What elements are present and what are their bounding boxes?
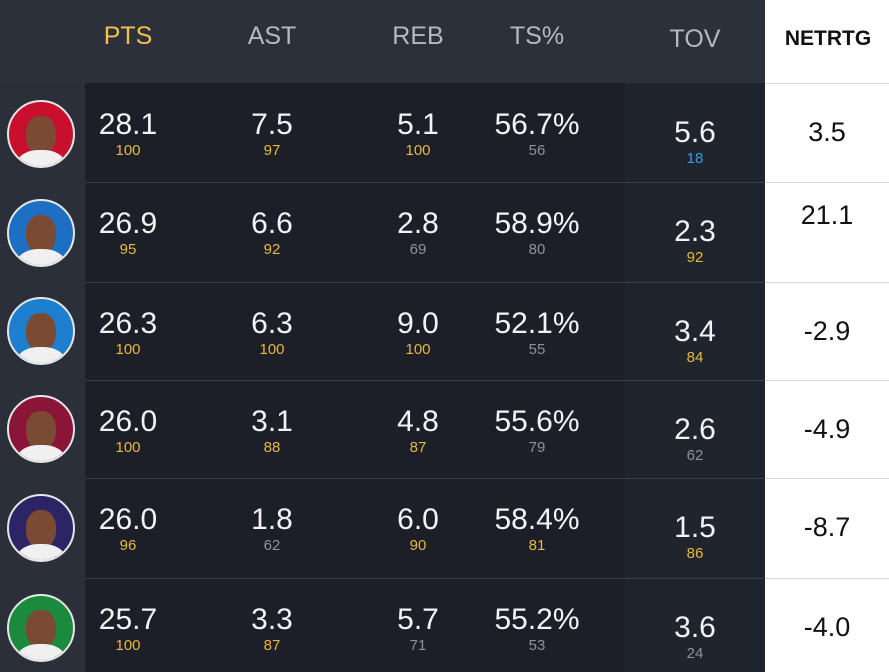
- net-separator: [765, 380, 889, 381]
- netrtg-value: -4.9: [803, 414, 851, 444]
- stat-percentile: 96: [119, 537, 137, 554]
- column-header: TS%: [509, 22, 565, 50]
- player-avatar: [7, 594, 75, 662]
- row-separator: [85, 578, 889, 579]
- row-separator: [85, 182, 889, 183]
- player-avatar: [7, 494, 75, 562]
- row-separator: [85, 282, 889, 283]
- stat-percentile: 92: [263, 241, 281, 258]
- stat-percentile: 92: [686, 249, 704, 266]
- stat-value: 7.5: [251, 108, 293, 141]
- stat-percentile: 24: [686, 645, 704, 662]
- net-separator: [765, 478, 889, 479]
- netrtg-value: 3.5: [808, 117, 846, 147]
- stat-value: 6.6: [251, 207, 293, 240]
- net-separator: [765, 182, 889, 183]
- column-header: PTS: [103, 22, 153, 50]
- net-separator: [765, 578, 889, 579]
- stat-value: 58.4%: [494, 503, 580, 536]
- netrtg-value: -4.0: [803, 612, 851, 642]
- netrtg-value: 21.1: [800, 200, 854, 230]
- stat-percentile: 84: [686, 349, 704, 366]
- stat-value: 26.0: [98, 503, 158, 536]
- tov-column-bg: [625, 83, 765, 672]
- column-header: AST: [247, 22, 297, 50]
- stat-percentile: 100: [405, 142, 431, 159]
- column-header: REB: [392, 22, 444, 50]
- stat-value: 3.3: [251, 603, 293, 636]
- stat-value: 9.0: [397, 307, 439, 340]
- net-separator: [765, 83, 889, 84]
- stat-value: 58.9%: [494, 207, 580, 240]
- stat-value: 5.7: [397, 603, 439, 636]
- stat-value: 4.8: [397, 405, 439, 438]
- stat-value: 3.1: [251, 405, 293, 438]
- stat-value: 1.5: [674, 511, 716, 544]
- stat-percentile: 69: [409, 241, 427, 258]
- stat-percentile: 53: [528, 637, 546, 654]
- stat-value: 2.8: [397, 207, 439, 240]
- stat-percentile: 87: [263, 637, 281, 654]
- stat-percentile: 100: [115, 637, 141, 654]
- stat-value: 26.0: [98, 405, 158, 438]
- row-separator: [85, 380, 889, 381]
- stat-value: 26.3: [98, 307, 158, 340]
- stat-percentile: 100: [115, 341, 141, 358]
- stat-percentile: 86: [686, 545, 704, 562]
- stat-percentile: 90: [409, 537, 427, 554]
- stat-percentile: 62: [686, 447, 704, 464]
- column-header: NETRTG: [784, 27, 872, 50]
- stat-value: 56.7%: [494, 108, 580, 141]
- column-header: TOV: [669, 25, 721, 53]
- player-avatar: [7, 100, 75, 168]
- stat-value: 52.1%: [494, 307, 580, 340]
- stat-percentile: 95: [119, 241, 137, 258]
- stat-value: 55.6%: [494, 405, 580, 438]
- netrtg-value: -2.9: [803, 316, 851, 346]
- net-separator: [765, 282, 889, 283]
- stat-value: 55.2%: [494, 603, 580, 636]
- stat-value: 3.4: [674, 315, 716, 348]
- stat-percentile: 71: [409, 637, 427, 654]
- stat-value: 5.1: [397, 108, 439, 141]
- player-avatar: [7, 297, 75, 365]
- stat-value: 26.9: [98, 207, 158, 240]
- stat-value: 3.6: [674, 611, 716, 644]
- stat-percentile: 100: [115, 439, 141, 456]
- stat-percentile: 88: [263, 439, 281, 456]
- stat-value: 5.6: [674, 116, 716, 149]
- stat-percentile: 80: [528, 241, 546, 258]
- stat-percentile: 100: [405, 341, 431, 358]
- header-bar: [0, 0, 765, 83]
- row-separator: [85, 478, 889, 479]
- stat-value: 25.7: [98, 603, 158, 636]
- stat-value: 28.1: [98, 108, 158, 141]
- stat-percentile: 87: [409, 439, 427, 456]
- stat-percentile: 100: [115, 142, 141, 159]
- stat-percentile: 62: [263, 537, 281, 554]
- stat-value: 6.0: [397, 503, 439, 536]
- stat-percentile: 100: [259, 341, 285, 358]
- stat-percentile: 81: [528, 537, 546, 554]
- stat-percentile: 56: [528, 142, 546, 159]
- stat-percentile: 18: [686, 150, 704, 167]
- player-avatar: [7, 395, 75, 463]
- stat-percentile: 79: [528, 439, 546, 456]
- netrtg-value: -8.7: [803, 512, 851, 542]
- stat-percentile: 55: [528, 341, 546, 358]
- stat-value: 1.8: [251, 503, 293, 536]
- stat-percentile: 97: [263, 142, 281, 159]
- stat-value: 6.3: [251, 307, 293, 340]
- stat-value: 2.3: [674, 215, 716, 248]
- player-avatar: [7, 199, 75, 267]
- stat-value: 2.6: [674, 413, 716, 446]
- netrtg-column-bg: [765, 0, 889, 672]
